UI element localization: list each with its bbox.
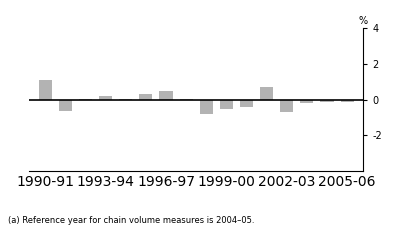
Bar: [260, 87, 273, 100]
Bar: [341, 100, 354, 102]
Bar: [39, 80, 52, 100]
Bar: [320, 100, 333, 102]
Bar: [59, 100, 72, 111]
Bar: [119, 99, 132, 100]
Bar: [160, 91, 173, 100]
Bar: [139, 94, 152, 100]
Bar: [99, 96, 112, 100]
Bar: [220, 100, 233, 109]
Bar: [240, 100, 253, 107]
Bar: [280, 100, 293, 112]
Text: (a) Reference year for chain volume measures is 2004–05.: (a) Reference year for chain volume meas…: [8, 216, 254, 225]
Bar: [301, 100, 313, 103]
Text: %: %: [358, 16, 368, 26]
Bar: [200, 100, 213, 114]
Bar: [79, 99, 92, 100]
Bar: [179, 99, 193, 100]
